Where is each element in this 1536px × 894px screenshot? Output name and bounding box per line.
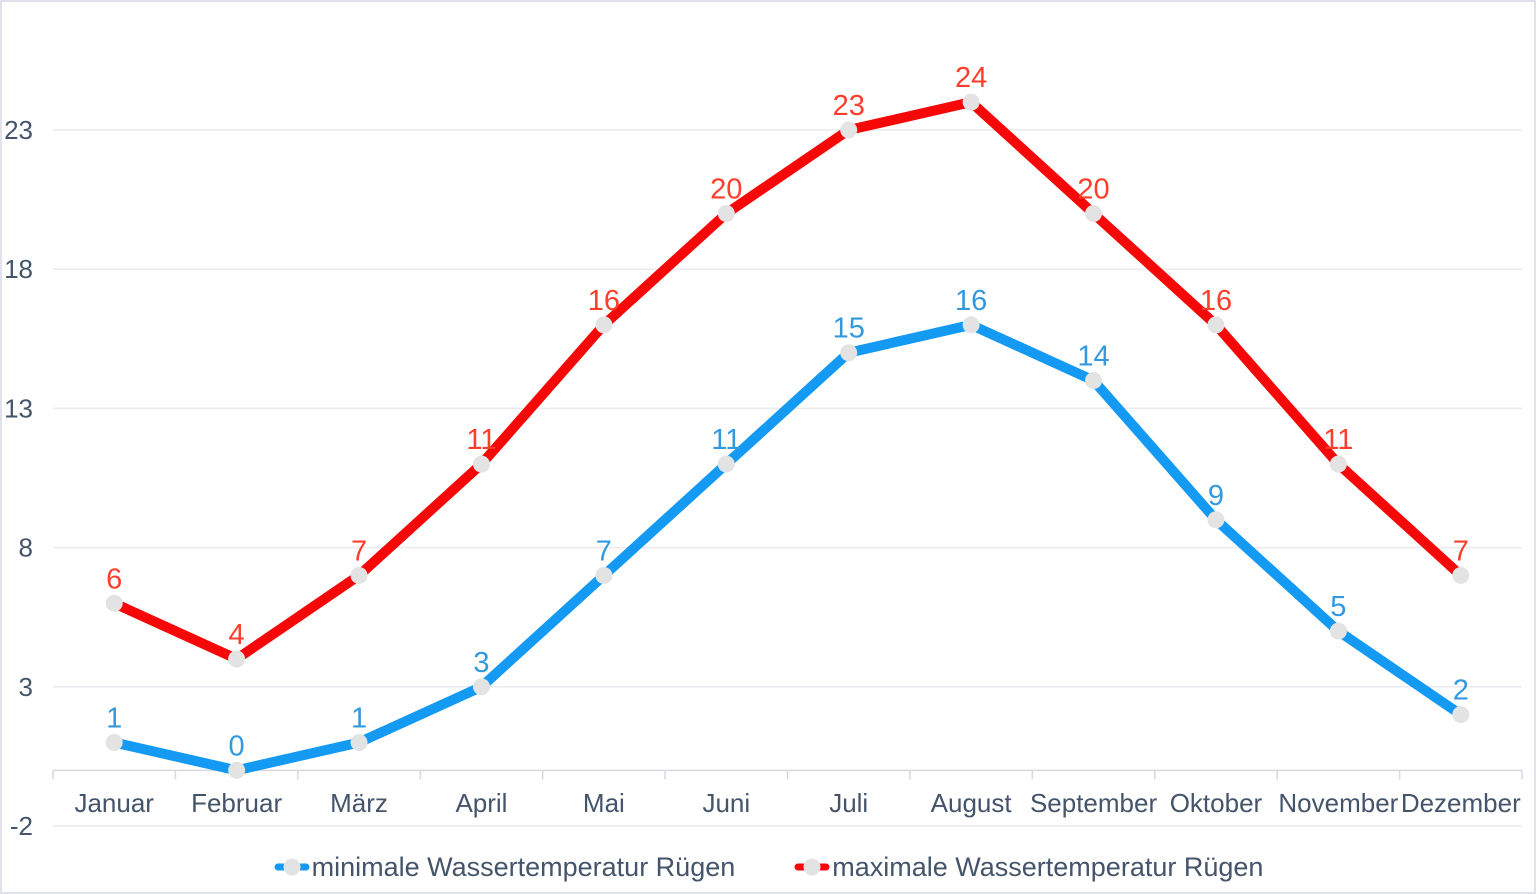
x-axis-label: Januar bbox=[74, 788, 154, 818]
data-point-marker bbox=[962, 93, 980, 111]
legend-item-min: minimale Wassertemperatur Rügen bbox=[273, 851, 736, 883]
data-label: 0 bbox=[229, 730, 245, 762]
data-point-marker bbox=[228, 761, 246, 779]
x-axis-label: September bbox=[1030, 788, 1158, 818]
data-point-marker bbox=[228, 650, 246, 668]
y-axis-tick-label: 23 bbox=[4, 115, 33, 145]
data-label: 16 bbox=[955, 285, 987, 317]
data-label: 1 bbox=[106, 702, 122, 734]
data-point-marker bbox=[1329, 455, 1347, 473]
data-point-marker bbox=[717, 205, 735, 223]
data-label: 24 bbox=[955, 62, 987, 94]
data-point-marker bbox=[1085, 205, 1103, 223]
x-axis-label: April bbox=[455, 788, 507, 818]
legend-label-min: minimale Wassertemperatur Rügen bbox=[311, 851, 736, 882]
data-label: 9 bbox=[1208, 480, 1224, 512]
y-axis-tick-label: 18 bbox=[4, 254, 33, 284]
legend-line-marker-icon bbox=[794, 858, 830, 876]
data-label: 16 bbox=[1200, 285, 1232, 317]
y-axis-tick-label: 8 bbox=[19, 533, 33, 563]
data-label: 7 bbox=[1453, 535, 1469, 567]
x-axis-label: Juli bbox=[829, 788, 868, 818]
data-label: 6 bbox=[106, 563, 122, 595]
data-label: 11 bbox=[466, 424, 496, 456]
x-axis-label: August bbox=[931, 788, 1013, 818]
x-axis-label: Mai bbox=[583, 788, 625, 818]
data-point-marker bbox=[595, 566, 613, 584]
data-label: 20 bbox=[1077, 174, 1109, 206]
data-label: 7 bbox=[596, 535, 612, 567]
y-axis-tick-label: 13 bbox=[4, 393, 33, 423]
data-point-marker bbox=[1329, 622, 1347, 640]
data-label: 11 bbox=[1323, 424, 1353, 456]
series-line-min bbox=[109, 319, 1466, 776]
legend-line-marker-icon bbox=[274, 858, 310, 876]
data-point-marker bbox=[962, 316, 980, 334]
x-axis-label: Juni bbox=[702, 788, 750, 818]
data-label: 15 bbox=[833, 313, 865, 345]
data-point-marker bbox=[595, 316, 613, 334]
x-axis-label: Oktober bbox=[1170, 788, 1263, 818]
data-point-marker bbox=[1207, 511, 1225, 529]
data-point-marker bbox=[717, 455, 735, 473]
data-point-marker bbox=[1207, 316, 1225, 334]
data-point-marker bbox=[472, 678, 490, 696]
data-label: 4 bbox=[229, 619, 245, 651]
legend: minimale Wassertemperatur Rügen maximale… bbox=[0, 845, 1536, 889]
x-axis-label: Februar bbox=[191, 788, 282, 818]
data-point-marker bbox=[1452, 566, 1470, 584]
data-point-marker bbox=[840, 344, 858, 362]
x-axis-label: Dezember bbox=[1401, 788, 1521, 818]
data-label: 14 bbox=[1077, 341, 1109, 373]
data-point-marker bbox=[472, 455, 490, 473]
data-point-marker bbox=[105, 594, 123, 612]
data-point-marker bbox=[1452, 706, 1470, 724]
x-axis-label: November bbox=[1278, 788, 1398, 818]
data-label: 5 bbox=[1330, 591, 1346, 623]
legend-item-max: maximale Wassertemperatur Rügen bbox=[793, 852, 1263, 883]
data-label: 7 bbox=[351, 535, 367, 567]
data-point-marker bbox=[350, 566, 368, 584]
x-axis-label: März bbox=[330, 788, 388, 818]
data-label: 1 bbox=[351, 702, 367, 734]
y-axis-tick-label: -2 bbox=[10, 811, 33, 841]
data-point-marker bbox=[105, 733, 123, 751]
data-label: 3 bbox=[473, 647, 489, 679]
data-label: 20 bbox=[710, 174, 742, 206]
data-label: 11 bbox=[711, 424, 741, 456]
y-axis-tick-label: 3 bbox=[19, 672, 33, 702]
data-label: 2 bbox=[1453, 675, 1469, 707]
data-point-marker bbox=[840, 121, 858, 139]
data-point-marker bbox=[350, 733, 368, 751]
data-point-marker bbox=[1085, 372, 1103, 390]
data-label: 16 bbox=[588, 285, 620, 317]
data-label: 23 bbox=[833, 90, 865, 122]
legend-label-max: maximale Wassertemperatur Rügen bbox=[832, 851, 1264, 882]
series-line-max bbox=[109, 97, 1466, 664]
